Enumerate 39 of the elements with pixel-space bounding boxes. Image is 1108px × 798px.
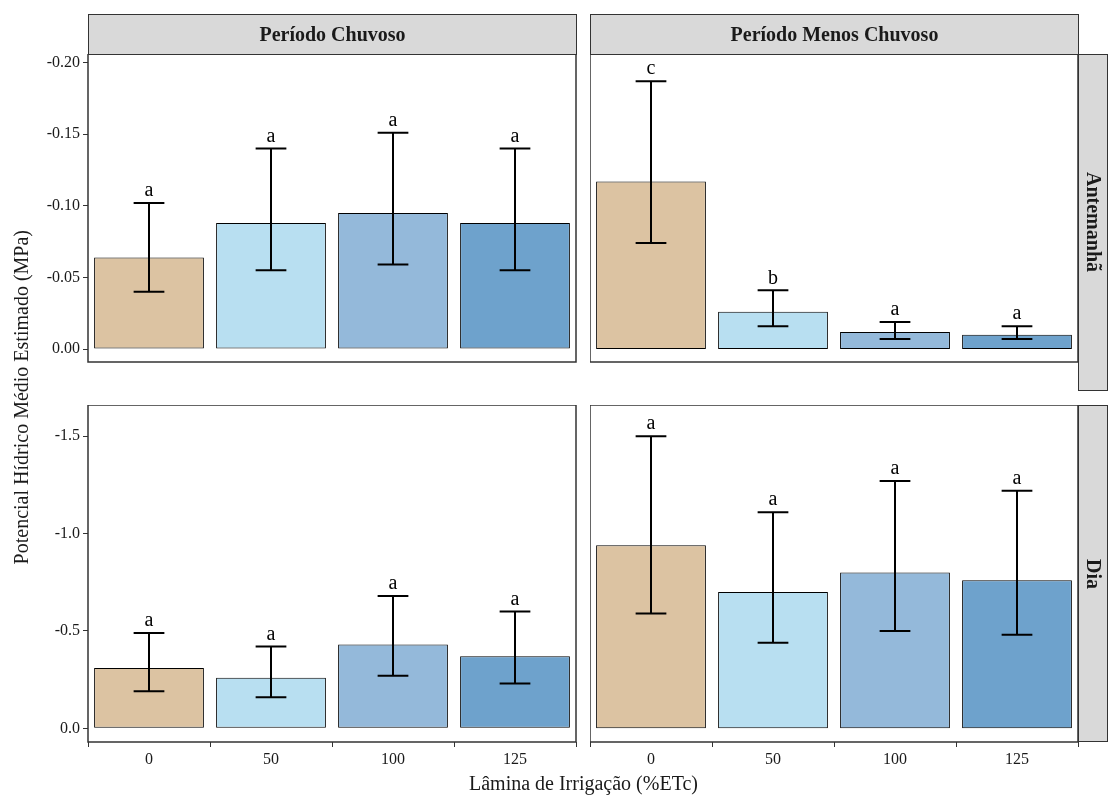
annotation: a (144, 178, 154, 201)
y-tick-label: -0.5 (54, 621, 80, 639)
chart-title: Período Menos Chuvoso (590, 14, 1079, 55)
x-tick-label: 0 (647, 749, 655, 767)
annotation: a (768, 487, 778, 510)
annotation: a (266, 621, 276, 644)
x-tick-label: 50 (765, 749, 781, 767)
y-axis-title: Potencial Hídrico Médio Estimado (MPa) (9, 230, 33, 565)
annotation: a (646, 411, 656, 434)
x-tick-label: 125 (503, 749, 527, 767)
x-tick-label: 0 (145, 749, 153, 767)
y-tick-label: -0.10 (46, 196, 80, 214)
x-tick-label: 125 (1005, 749, 1029, 767)
y-tick-label: -1.0 (54, 523, 80, 541)
x-tick-label: 100 (883, 749, 907, 767)
x-tick-label: 50 (263, 749, 279, 767)
annotation: c (646, 56, 656, 79)
annotation: a (266, 123, 276, 146)
annotation: a (890, 456, 900, 479)
y-tick-label: -0.05 (46, 267, 80, 285)
annotation: a (388, 108, 398, 131)
annotation: a (1012, 465, 1022, 488)
annotation: b (768, 265, 778, 288)
y-tick-label: -0.20 (46, 52, 80, 70)
chart-title: Período Chuvoso (88, 14, 577, 55)
annotation: a (510, 123, 520, 146)
annotation: a (388, 571, 398, 594)
annotation: a (1012, 301, 1022, 324)
y-tick-label: -1.5 (54, 426, 80, 444)
y-tick-label: 0.00 (52, 339, 80, 357)
annotation: a (510, 586, 520, 609)
y-tick-label: -0.15 (46, 124, 80, 142)
y2-axis-title: Dia (1081, 558, 1105, 589)
y-tick-label: 0.0 (60, 718, 80, 736)
y2-axis-title: Antemanhã (1081, 172, 1105, 273)
annotation: a (890, 297, 900, 320)
x-tick-label: 100 (381, 749, 405, 767)
x-axis-title: Lâmina de Irrigação (%ETc) (468, 772, 699, 795)
annotation: a (144, 608, 154, 631)
